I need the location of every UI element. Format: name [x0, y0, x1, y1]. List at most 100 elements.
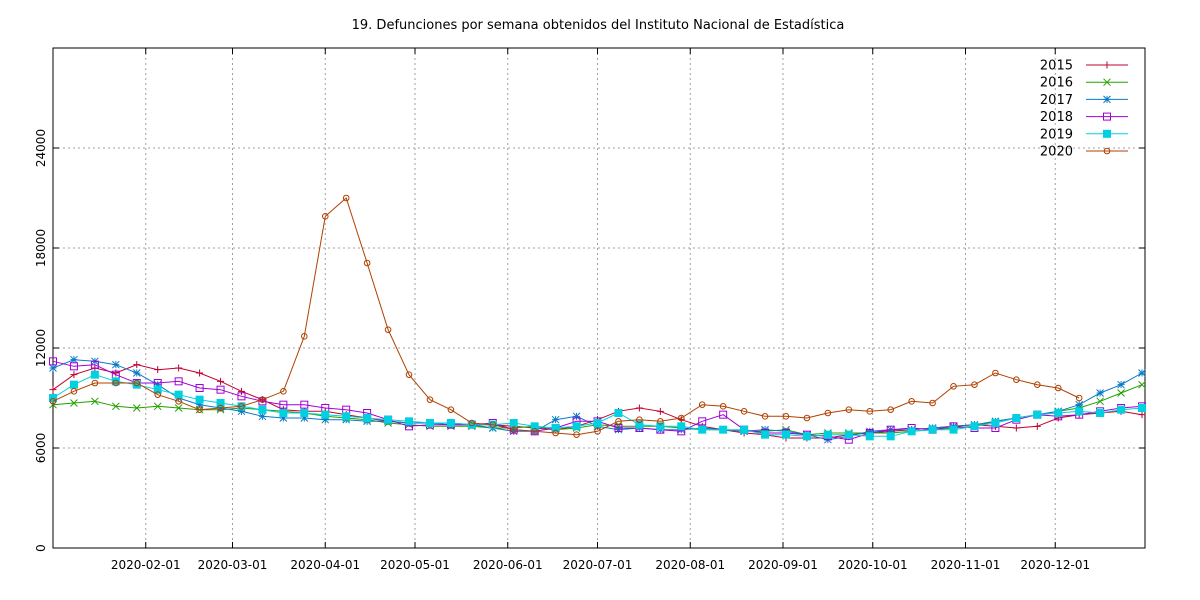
series-line-2020: [52, 197, 1080, 436]
data-point-2020: [698, 401, 706, 408]
data-point-2015: [196, 369, 204, 377]
legend-marker: [1103, 129, 1111, 138]
y-tick-label: 18000: [34, 229, 48, 267]
data-point-2020: [1033, 381, 1041, 388]
legend-marker: [1103, 112, 1111, 121]
data-point-2019: [614, 409, 623, 417]
y-tick-label: 24000: [34, 129, 48, 167]
data-point-2020: [950, 383, 957, 390]
data-point-2017: [300, 414, 309, 422]
data-point-2020: [636, 416, 643, 423]
data-point-2020: [573, 431, 580, 438]
data-point-2020: [259, 396, 266, 403]
data-point-2019: [656, 422, 665, 431]
data-point-2019: [446, 419, 455, 427]
data-point-2019: [886, 432, 895, 441]
y-tick-label: 6000: [34, 433, 48, 464]
data-point-2020: [971, 381, 978, 388]
data-point-2017: [70, 355, 78, 364]
data-point-2019: [300, 409, 309, 417]
y-tick-label: 0: [34, 544, 48, 552]
series-layer: [49, 194, 1147, 444]
data-point-2019: [1096, 409, 1105, 417]
data-point-2019: [593, 419, 602, 427]
data-point-2015: [133, 361, 141, 369]
data-point-2020: [657, 418, 664, 425]
data-point-2019: [823, 430, 832, 439]
data-point-2020: [342, 194, 350, 202]
data-point-2017: [279, 414, 288, 422]
data-point-2017: [551, 415, 560, 424]
data-point-2019: [635, 420, 644, 429]
data-point-2015: [217, 377, 225, 385]
data-point-2017: [111, 360, 120, 369]
data-point-2015: [656, 407, 664, 415]
legend: 2015 2016 2017 2018 2019 2020: [1040, 59, 1128, 160]
x-tick-label: 2020-04-01: [290, 558, 360, 572]
grid: [53, 48, 1145, 548]
data-point-2020: [531, 428, 538, 435]
data-point-2018: [49, 357, 57, 366]
data-point-2019: [719, 425, 728, 434]
legend-item-2018: 2018: [1040, 110, 1128, 125]
data-point-2020: [49, 398, 57, 405]
x-tick-label: 2020-09-01: [748, 558, 818, 572]
x-tick-label: 2020-08-01: [655, 558, 725, 572]
data-point-2016: [1096, 397, 1104, 406]
data-point-2016: [70, 399, 78, 407]
data-point-2020: [280, 388, 287, 395]
data-point-2020: [740, 408, 748, 415]
y-tick-label: 12000: [34, 329, 48, 367]
data-point-2019: [1117, 405, 1126, 414]
data-point-2019: [698, 425, 707, 434]
data-point-2019: [342, 412, 351, 421]
data-point-2017: [237, 407, 246, 416]
data-point-2019: [530, 422, 539, 431]
data-point-2019: [1033, 410, 1042, 419]
data-point-2019: [153, 385, 162, 394]
data-point-2020: [468, 419, 476, 427]
legend-marker: [1103, 147, 1111, 155]
data-point-2015: [154, 366, 162, 374]
data-point-2018: [719, 410, 728, 419]
data-point-2015: [635, 404, 643, 412]
x-tick-label: 2020-02-01: [111, 558, 181, 572]
data-point-2019: [1012, 414, 1021, 422]
data-point-2019: [195, 395, 204, 404]
data-point-2017: [258, 412, 267, 421]
data-point-2020: [824, 409, 832, 417]
data-point-2020: [301, 333, 308, 340]
data-point-2020: [133, 379, 141, 387]
data-point-2016: [111, 402, 120, 411]
data-point-2018: [258, 397, 267, 406]
data-point-2016: [174, 404, 183, 412]
data-point-2020: [363, 259, 371, 267]
plot-frame: [52, 47, 1146, 549]
data-point-2019: [928, 425, 937, 434]
data-point-2019: [677, 422, 686, 431]
data-point-2019: [949, 425, 958, 434]
data-point-2016: [1138, 380, 1146, 389]
data-point-2017: [1096, 389, 1104, 397]
data-point-2020: [217, 404, 224, 412]
data-point-2020: [615, 418, 622, 425]
data-point-2017: [321, 415, 330, 424]
data-point-2019: [509, 419, 518, 427]
data-point-2020: [552, 429, 559, 437]
data-point-2019: [258, 405, 267, 414]
y-axis: 0 6000 12000 18000 24000: [34, 129, 1145, 552]
legend-item-2020: 2020: [1040, 145, 1128, 160]
data-point-2019: [467, 420, 476, 429]
legend-marker: [1103, 95, 1111, 104]
x-tick-label: 2020-06-01: [473, 558, 543, 572]
series-2018: [49, 357, 1147, 444]
data-point-2019: [363, 414, 372, 422]
x-tick-label: 2020-12-01: [1020, 558, 1090, 572]
chart-title: 19. Defunciones por semana obtenidos del…: [352, 18, 845, 33]
data-point-2019: [991, 419, 1000, 427]
data-point-2020: [112, 379, 120, 387]
data-point-2020: [321, 213, 329, 220]
data-point-2018: [174, 377, 183, 386]
data-point-2019: [907, 427, 916, 436]
data-point-2019: [802, 432, 811, 441]
